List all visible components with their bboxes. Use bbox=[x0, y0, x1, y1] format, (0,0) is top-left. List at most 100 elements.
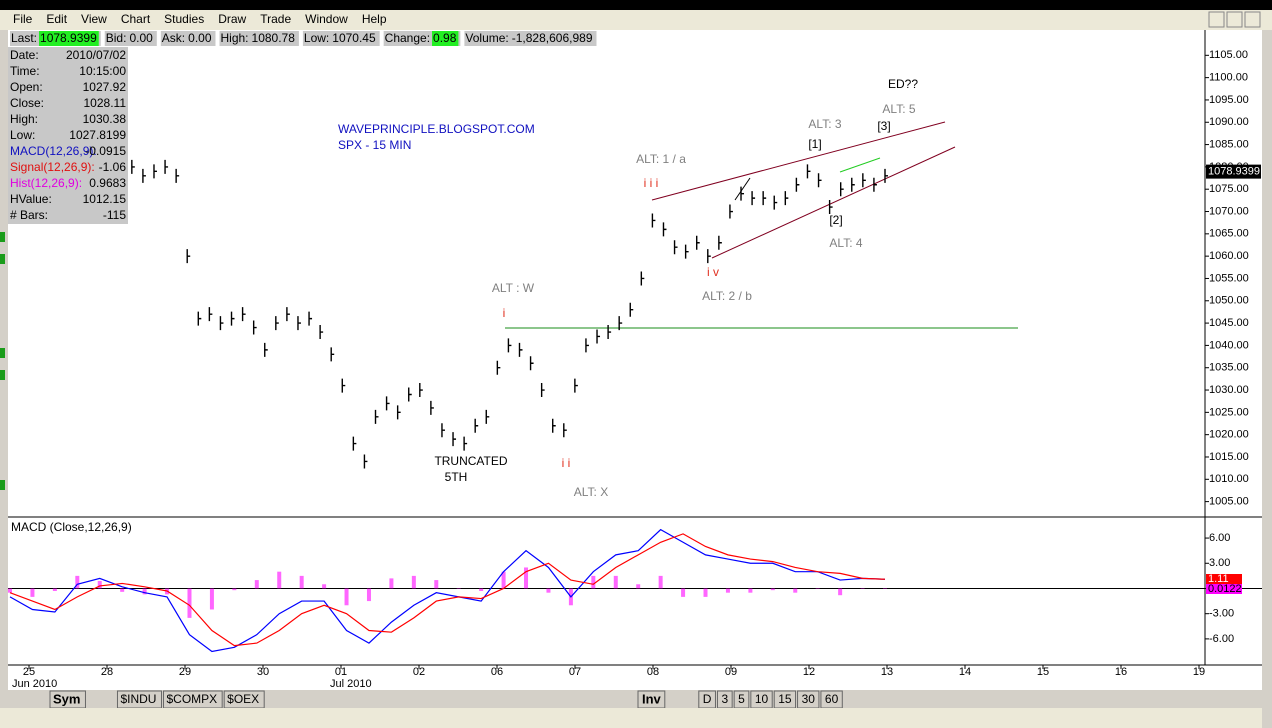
menu-item[interactable]: Studies bbox=[164, 12, 204, 26]
tool-icon[interactable] bbox=[0, 370, 5, 380]
interval-tab[interactable]: 10 bbox=[755, 692, 769, 706]
price-bar bbox=[540, 383, 545, 398]
menu-item[interactable]: View bbox=[81, 12, 107, 26]
price-bar bbox=[363, 454, 368, 469]
price-bar bbox=[330, 347, 335, 362]
annotations: WAVEPRINCIPLE.BLOGSPOT.COM SPX - 15 MIN … bbox=[11, 77, 918, 534]
price-bar bbox=[230, 311, 235, 326]
price-bar bbox=[430, 400, 434, 415]
last-value-bg bbox=[1206, 574, 1242, 584]
price-bar bbox=[164, 159, 169, 174]
price-bar bbox=[762, 191, 767, 206]
symbol-tab[interactable]: $COMPX bbox=[166, 692, 217, 706]
tool-icon[interactable] bbox=[0, 254, 5, 264]
y-tick-label: 1040.00 bbox=[1209, 339, 1249, 351]
macd-line bbox=[9, 533, 886, 647]
interval-tab[interactable]: 15 bbox=[778, 692, 792, 706]
price-bar bbox=[153, 164, 157, 179]
data-value: 1028.11 bbox=[84, 96, 127, 110]
price-bar bbox=[352, 436, 357, 451]
histogram-bar bbox=[815, 588, 820, 589]
histogram-bar bbox=[254, 580, 259, 589]
quote-bg bbox=[219, 31, 299, 46]
menu-item[interactable]: Help bbox=[362, 12, 387, 26]
tool-icon[interactable] bbox=[0, 232, 5, 242]
quote-value: 1078.9399 bbox=[40, 31, 97, 45]
menu-item[interactable]: Window bbox=[305, 12, 348, 26]
symbol-tab[interactable]: $INDU bbox=[120, 692, 156, 706]
symbol-tab[interactable]: Sym bbox=[53, 691, 80, 706]
histogram-bar bbox=[120, 588, 125, 592]
y-tick-label: 1070.00 bbox=[1209, 205, 1249, 217]
quote-value: 1080.78 bbox=[252, 31, 296, 45]
quote-label: Ask: bbox=[162, 31, 185, 45]
price-bar bbox=[740, 186, 745, 201]
interval-tab[interactable]: D bbox=[703, 692, 712, 706]
histogram-bar bbox=[479, 588, 484, 591]
histogram-bar bbox=[52, 588, 57, 591]
price-bar bbox=[474, 418, 479, 433]
price-bar bbox=[275, 316, 279, 331]
y-tick-label: 6.00 bbox=[1209, 532, 1230, 544]
data-value: 1027.92 bbox=[83, 80, 127, 94]
macd-panel: 6.00 3.00 -3.00 -6.00 1.110.0122 25 28 29 30 01 02… bbox=[8, 528, 1262, 690]
price-bar bbox=[784, 191, 789, 206]
x-tick-label: 09 bbox=[725, 666, 737, 678]
interval-tab[interactable]: 5 bbox=[738, 692, 745, 706]
histogram-bar bbox=[770, 588, 775, 591]
x-tick-label: 13 bbox=[881, 666, 893, 678]
y-tick-label: 1050.00 bbox=[1209, 295, 1249, 307]
menu-item[interactable]: Trade bbox=[260, 12, 291, 26]
x-tick-label: 02 bbox=[413, 666, 425, 678]
symbol-tab[interactable]: $OEX bbox=[227, 692, 259, 706]
left-tool-icons bbox=[0, 232, 5, 490]
quote-value: -1,828,606,989 bbox=[512, 31, 593, 45]
histogram-bar bbox=[209, 588, 214, 610]
close-button[interactable] bbox=[1244, 11, 1261, 28]
interval-tab[interactable]: 60 bbox=[825, 692, 839, 706]
menu-item[interactable]: Draw bbox=[218, 12, 246, 26]
price-bar bbox=[806, 164, 811, 179]
menu-bar bbox=[0, 10, 1272, 30]
x-tick-label: 14 bbox=[959, 666, 971, 678]
price-bar bbox=[862, 173, 866, 188]
data-value: 10:15:00 bbox=[79, 64, 126, 78]
quote-value-bg bbox=[39, 31, 99, 46]
histogram-bar bbox=[636, 584, 641, 589]
histogram-bar bbox=[793, 588, 798, 593]
menu-item[interactable]: File bbox=[13, 12, 33, 26]
tool-icon[interactable] bbox=[0, 480, 5, 490]
price-bar bbox=[696, 235, 700, 250]
y-tick-label: 1100.00 bbox=[1209, 72, 1248, 84]
annotation: [3] bbox=[877, 119, 890, 133]
minimize-button[interactable] bbox=[1208, 11, 1225, 28]
data-window-bg bbox=[8, 47, 128, 224]
menu-item[interactable]: Edit bbox=[46, 12, 67, 26]
price-bar bbox=[319, 325, 324, 340]
histogram-bar bbox=[658, 575, 663, 589]
data-label: High: bbox=[10, 112, 38, 126]
data-value: 1027.8199 bbox=[69, 128, 126, 142]
price-bar bbox=[419, 383, 423, 398]
price-bars bbox=[9, 146, 888, 469]
y-tick-label: -3.00 bbox=[1209, 608, 1234, 620]
interval-tab[interactable]: 30 bbox=[802, 692, 816, 706]
data-label: Low: bbox=[10, 128, 35, 142]
price-bar bbox=[640, 271, 645, 286]
data-label: Date: bbox=[10, 48, 39, 62]
restore-button[interactable] bbox=[1226, 11, 1243, 28]
annotation: i i bbox=[562, 456, 571, 470]
menu-item[interactable]: Chart bbox=[121, 12, 151, 26]
interval-tab[interactable]: 3 bbox=[721, 692, 728, 706]
data-value: 1012.15 bbox=[83, 192, 127, 206]
annotation: ALT: X bbox=[574, 485, 608, 499]
y-tick-label: 1060.00 bbox=[1209, 250, 1249, 262]
tool-icon[interactable] bbox=[0, 348, 5, 358]
annotation: TRUNCATED bbox=[434, 454, 507, 468]
price-bar bbox=[751, 191, 756, 206]
annotation: [2] bbox=[829, 213, 842, 227]
interval-tab[interactable]: Inv bbox=[642, 691, 662, 706]
price-bar bbox=[286, 307, 290, 322]
x-tick-label: 06 bbox=[491, 666, 503, 678]
